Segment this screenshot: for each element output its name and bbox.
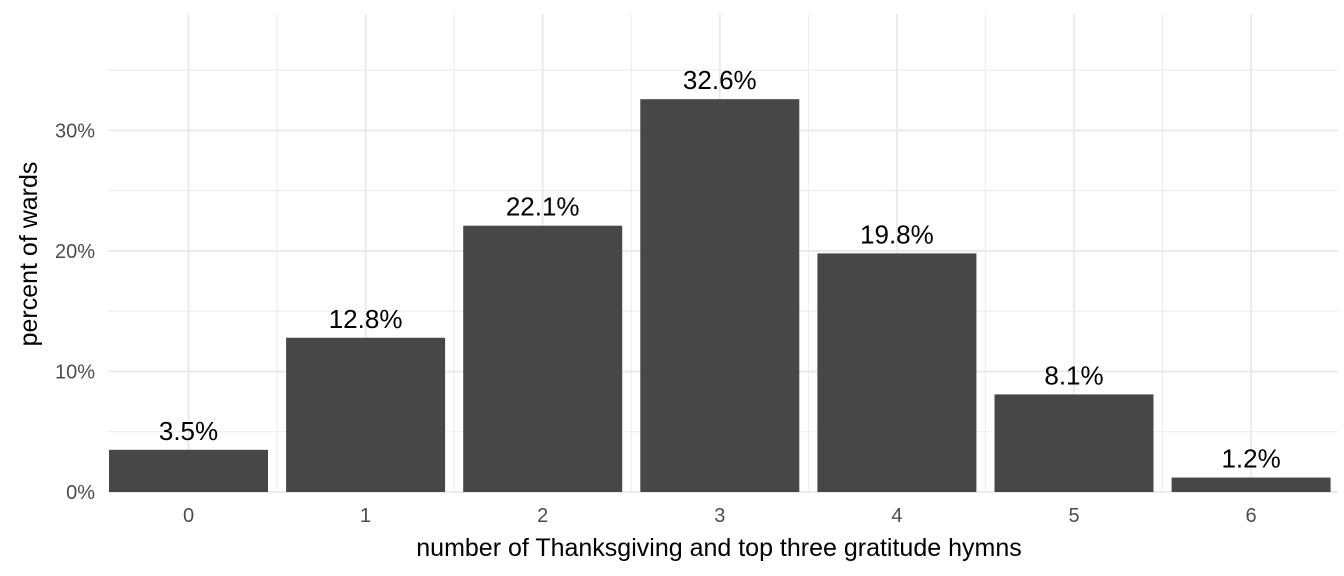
data-label-4: 19.8% <box>860 219 934 249</box>
y-tick-label: 10% <box>55 362 95 384</box>
x-tick-label: 0 <box>183 505 194 527</box>
x-tick-label: 2 <box>537 505 548 527</box>
x-tick-label: 3 <box>714 505 725 527</box>
x-tick-label: 5 <box>1068 505 1079 527</box>
x-tick-label: 4 <box>891 505 902 527</box>
bar-6 <box>1171 477 1331 492</box>
data-labels: 3.5% 12.8% 22.1% 32.6% 19.8% 8.1% 1.2% <box>159 65 1281 473</box>
y-tick-label: 20% <box>55 241 95 263</box>
bar-5 <box>994 394 1154 492</box>
y-tick-label: 30% <box>55 121 95 143</box>
bar-3 <box>640 99 800 493</box>
bar-2 <box>463 225 623 492</box>
data-label-1: 12.8% <box>329 304 403 334</box>
data-label-5: 8.1% <box>1044 360 1103 390</box>
x-tick-label: 1 <box>360 505 371 527</box>
data-label-6: 1.2% <box>1221 444 1280 474</box>
data-label-3: 32.6% <box>683 65 757 95</box>
bars <box>109 99 1331 493</box>
x-tick-label: 6 <box>1246 505 1257 527</box>
x-axis-title: number of Thanksgiving and top three gra… <box>416 534 1021 562</box>
bar-1 <box>286 337 446 492</box>
tick-labels: 0 1 2 3 4 5 6 0% 10% 20% 30% <box>55 121 1257 528</box>
data-label-0: 3.5% <box>159 416 218 446</box>
bar-4 <box>817 253 977 492</box>
y-tick-label: 0% <box>66 482 95 504</box>
y-axis-title: percent of wards <box>15 162 43 347</box>
bar-0 <box>109 449 268 492</box>
data-label-2: 22.1% <box>506 192 580 222</box>
